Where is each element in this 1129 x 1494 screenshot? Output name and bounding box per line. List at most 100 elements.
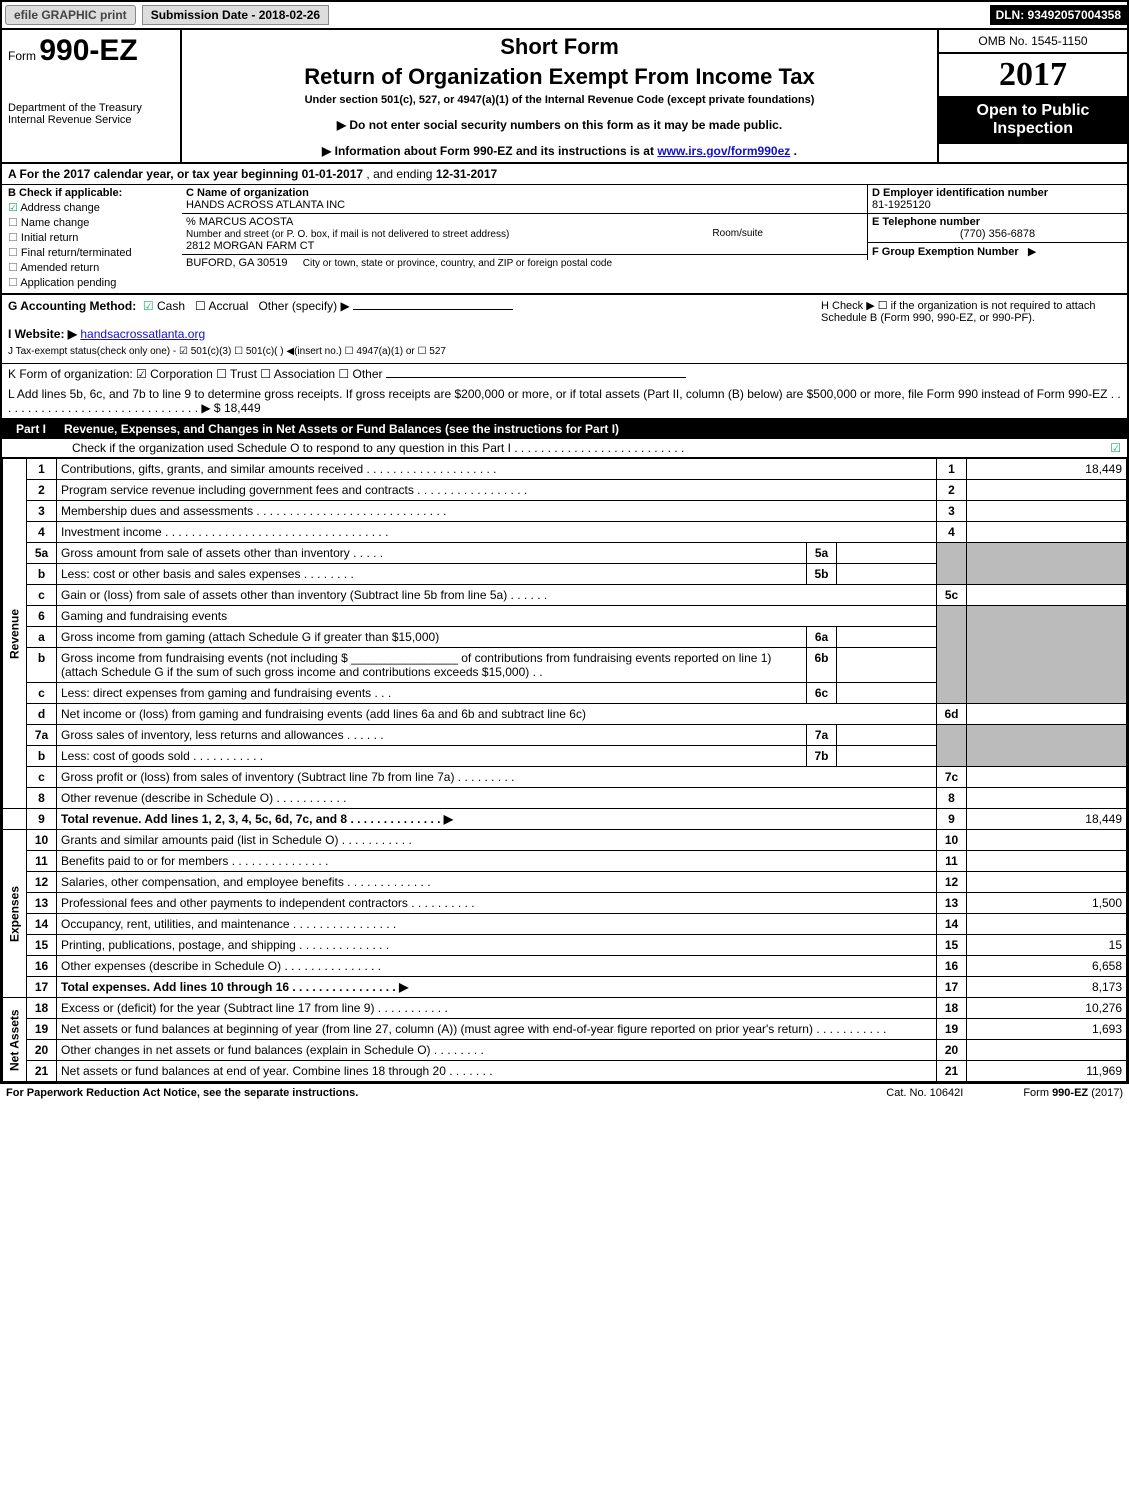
l5a-num: 5a [27, 543, 57, 564]
header: Form 990-EZ Department of the Treasury I… [2, 30, 1127, 162]
chk-address-change[interactable]: Address change [8, 201, 176, 214]
l12-rn: 12 [937, 872, 967, 893]
open-line2: Inspection [993, 120, 1073, 137]
chk-name-change[interactable]: Name change [8, 216, 176, 229]
part-i-sub: Check if the organization used Schedule … [2, 439, 1127, 458]
dln-label: DLN: 93492057004358 [990, 5, 1127, 25]
efile-print-button[interactable]: efile GRAPHIC print [5, 5, 136, 25]
header-right: OMB No. 1545-1150 2017 Open to Public In… [937, 30, 1127, 162]
a-begin: 01-01-2017 [302, 167, 363, 181]
g-accrual[interactable]: Accrual [208, 299, 248, 313]
l5b-sv [837, 564, 937, 585]
l9-desc-b: Total revenue. Add lines 1, 2, 3, 4, 5c,… [61, 812, 453, 826]
l6d-num: d [27, 704, 57, 725]
footer-right-bold: 990-EZ [1052, 1087, 1088, 1099]
l4-desc: Investment income . . . . . . . . . . . … [57, 522, 937, 543]
l14-val [967, 914, 1127, 935]
l4-val [967, 522, 1127, 543]
l13-num: 13 [27, 893, 57, 914]
l1-desc: Contributions, gifts, grants, and simila… [57, 459, 937, 480]
g-label: G Accounting Method: [8, 299, 136, 313]
revenue-label: Revenue [3, 459, 27, 809]
l5b-sn: 5b [807, 564, 837, 585]
l6-grey-val [967, 606, 1127, 704]
submission-date: Submission Date - 2018-02-26 [142, 5, 329, 25]
section-g-h-i-j: G Accounting Method: ☑ Cash ☐ Accrual Ot… [2, 293, 1127, 363]
e-block: E Telephone number (770) 356-6878 [867, 214, 1127, 243]
l6b-desc: Gross income from fundraising events (no… [57, 648, 807, 683]
l7c-rn: 7c [937, 767, 967, 788]
l15-desc: Printing, publications, postage, and shi… [57, 935, 937, 956]
tax-year: 2017 [939, 54, 1127, 96]
j-text: J Tax-exempt status(check only one) - ☑ … [8, 346, 446, 357]
part-i-title: Revenue, Expenses, and Changes in Net As… [64, 422, 619, 436]
part-i-label: Part I [8, 422, 54, 436]
l6-desc: Gaming and fundraising events [57, 606, 937, 627]
chk-application-pending[interactable]: Application pending [8, 276, 176, 289]
l8-num: 8 [27, 788, 57, 809]
form-frame: Form 990-EZ Department of the Treasury I… [0, 30, 1129, 1084]
l3-val [967, 501, 1127, 522]
l6d-rn: 6d [937, 704, 967, 725]
k-other-blank[interactable] [386, 377, 686, 378]
l5b-num: b [27, 564, 57, 585]
topbar: efile GRAPHIC print Submission Date - 20… [0, 0, 1129, 30]
c-city-label: City or town, state or province, country… [303, 258, 612, 269]
part-i-checkbox[interactable]: ☑ [1110, 441, 1121, 455]
l2-val [967, 480, 1127, 501]
d-value: 81-1925120 [872, 199, 931, 211]
section-b: B Check if applicable: Address change Na… [2, 185, 182, 293]
l18-num: 18 [27, 998, 57, 1019]
l16-num: 16 [27, 956, 57, 977]
l16-val: 6,658 [967, 956, 1127, 977]
open-to-public: Open to Public Inspection [939, 96, 1127, 144]
expenses-label: Expenses [3, 830, 27, 998]
b-title: B Check if applicable: [8, 187, 122, 199]
g-other-blank[interactable] [353, 309, 513, 310]
chk-initial-return[interactable]: Initial return [8, 231, 176, 244]
l17-desc: Total expenses. Add lines 10 through 16 … [57, 977, 937, 998]
chk-final-return[interactable]: Final return/terminated [8, 246, 176, 259]
l9-rn: 9 [937, 809, 967, 830]
l6b-sv [837, 648, 937, 683]
arrow-line-1: ▶ Do not enter social security numbers o… [188, 118, 931, 132]
l20-desc: Other changes in net assets or fund bala… [57, 1040, 937, 1061]
g-other[interactable]: Other (specify) ▶ [258, 299, 349, 313]
l19-desc: Net assets or fund balances at beginning… [57, 1019, 937, 1040]
l17-num: 17 [27, 977, 57, 998]
l7b-num: b [27, 746, 57, 767]
l8-desc: Other revenue (describe in Schedule O) .… [57, 788, 937, 809]
l14-desc: Occupancy, rent, utilities, and maintena… [57, 914, 937, 935]
omb-number: OMB No. 1545-1150 [939, 30, 1127, 54]
chk-amended-return[interactable]: Amended return [8, 261, 176, 274]
revenue-label-end [3, 809, 27, 830]
l10-num: 10 [27, 830, 57, 851]
l6c-num: c [27, 683, 57, 704]
form-number: 990-EZ [39, 34, 137, 67]
l6-grey-rn [937, 606, 967, 704]
l5c-val [967, 585, 1127, 606]
l6d-val [967, 704, 1127, 725]
irs-link[interactable]: www.irs.gov/form990ez [657, 144, 790, 158]
l10-val [967, 830, 1127, 851]
l6d-desc: Net income or (loss) from gaming and fun… [57, 704, 937, 725]
l5c-desc: Gain or (loss) from sale of assets other… [57, 585, 937, 606]
e-value: (770) 356-6878 [872, 228, 1123, 240]
l10-rn: 10 [937, 830, 967, 851]
row-k: K Form of organization: ☑ Corporation ☐ … [2, 363, 1127, 384]
l2-num: 2 [27, 480, 57, 501]
website-link[interactable]: handsacrossatlanta.org [80, 327, 205, 341]
l5c-num: c [27, 585, 57, 606]
arrow-line-2: ▶ Information about Form 990-EZ and its … [188, 144, 931, 158]
l16-desc: Other expenses (describe in Schedule O) … [57, 956, 937, 977]
chk-cash-icon[interactable]: ☑ [143, 299, 154, 313]
l12-desc: Salaries, other compensation, and employ… [57, 872, 937, 893]
l13-val: 1,500 [967, 893, 1127, 914]
l18-desc: Excess or (deficit) for the year (Subtra… [57, 998, 937, 1019]
arrow2-pre: ▶ Information about Form 990-EZ and its … [322, 144, 657, 158]
l6-num: 6 [27, 606, 57, 627]
c-co: % MARCUS ACOSTA [186, 216, 293, 228]
l5b-desc: Less: cost or other basis and sales expe… [57, 564, 807, 585]
dept-irs: Internal Revenue Service [8, 114, 174, 126]
footer-right-pre: Form [1023, 1087, 1052, 1099]
